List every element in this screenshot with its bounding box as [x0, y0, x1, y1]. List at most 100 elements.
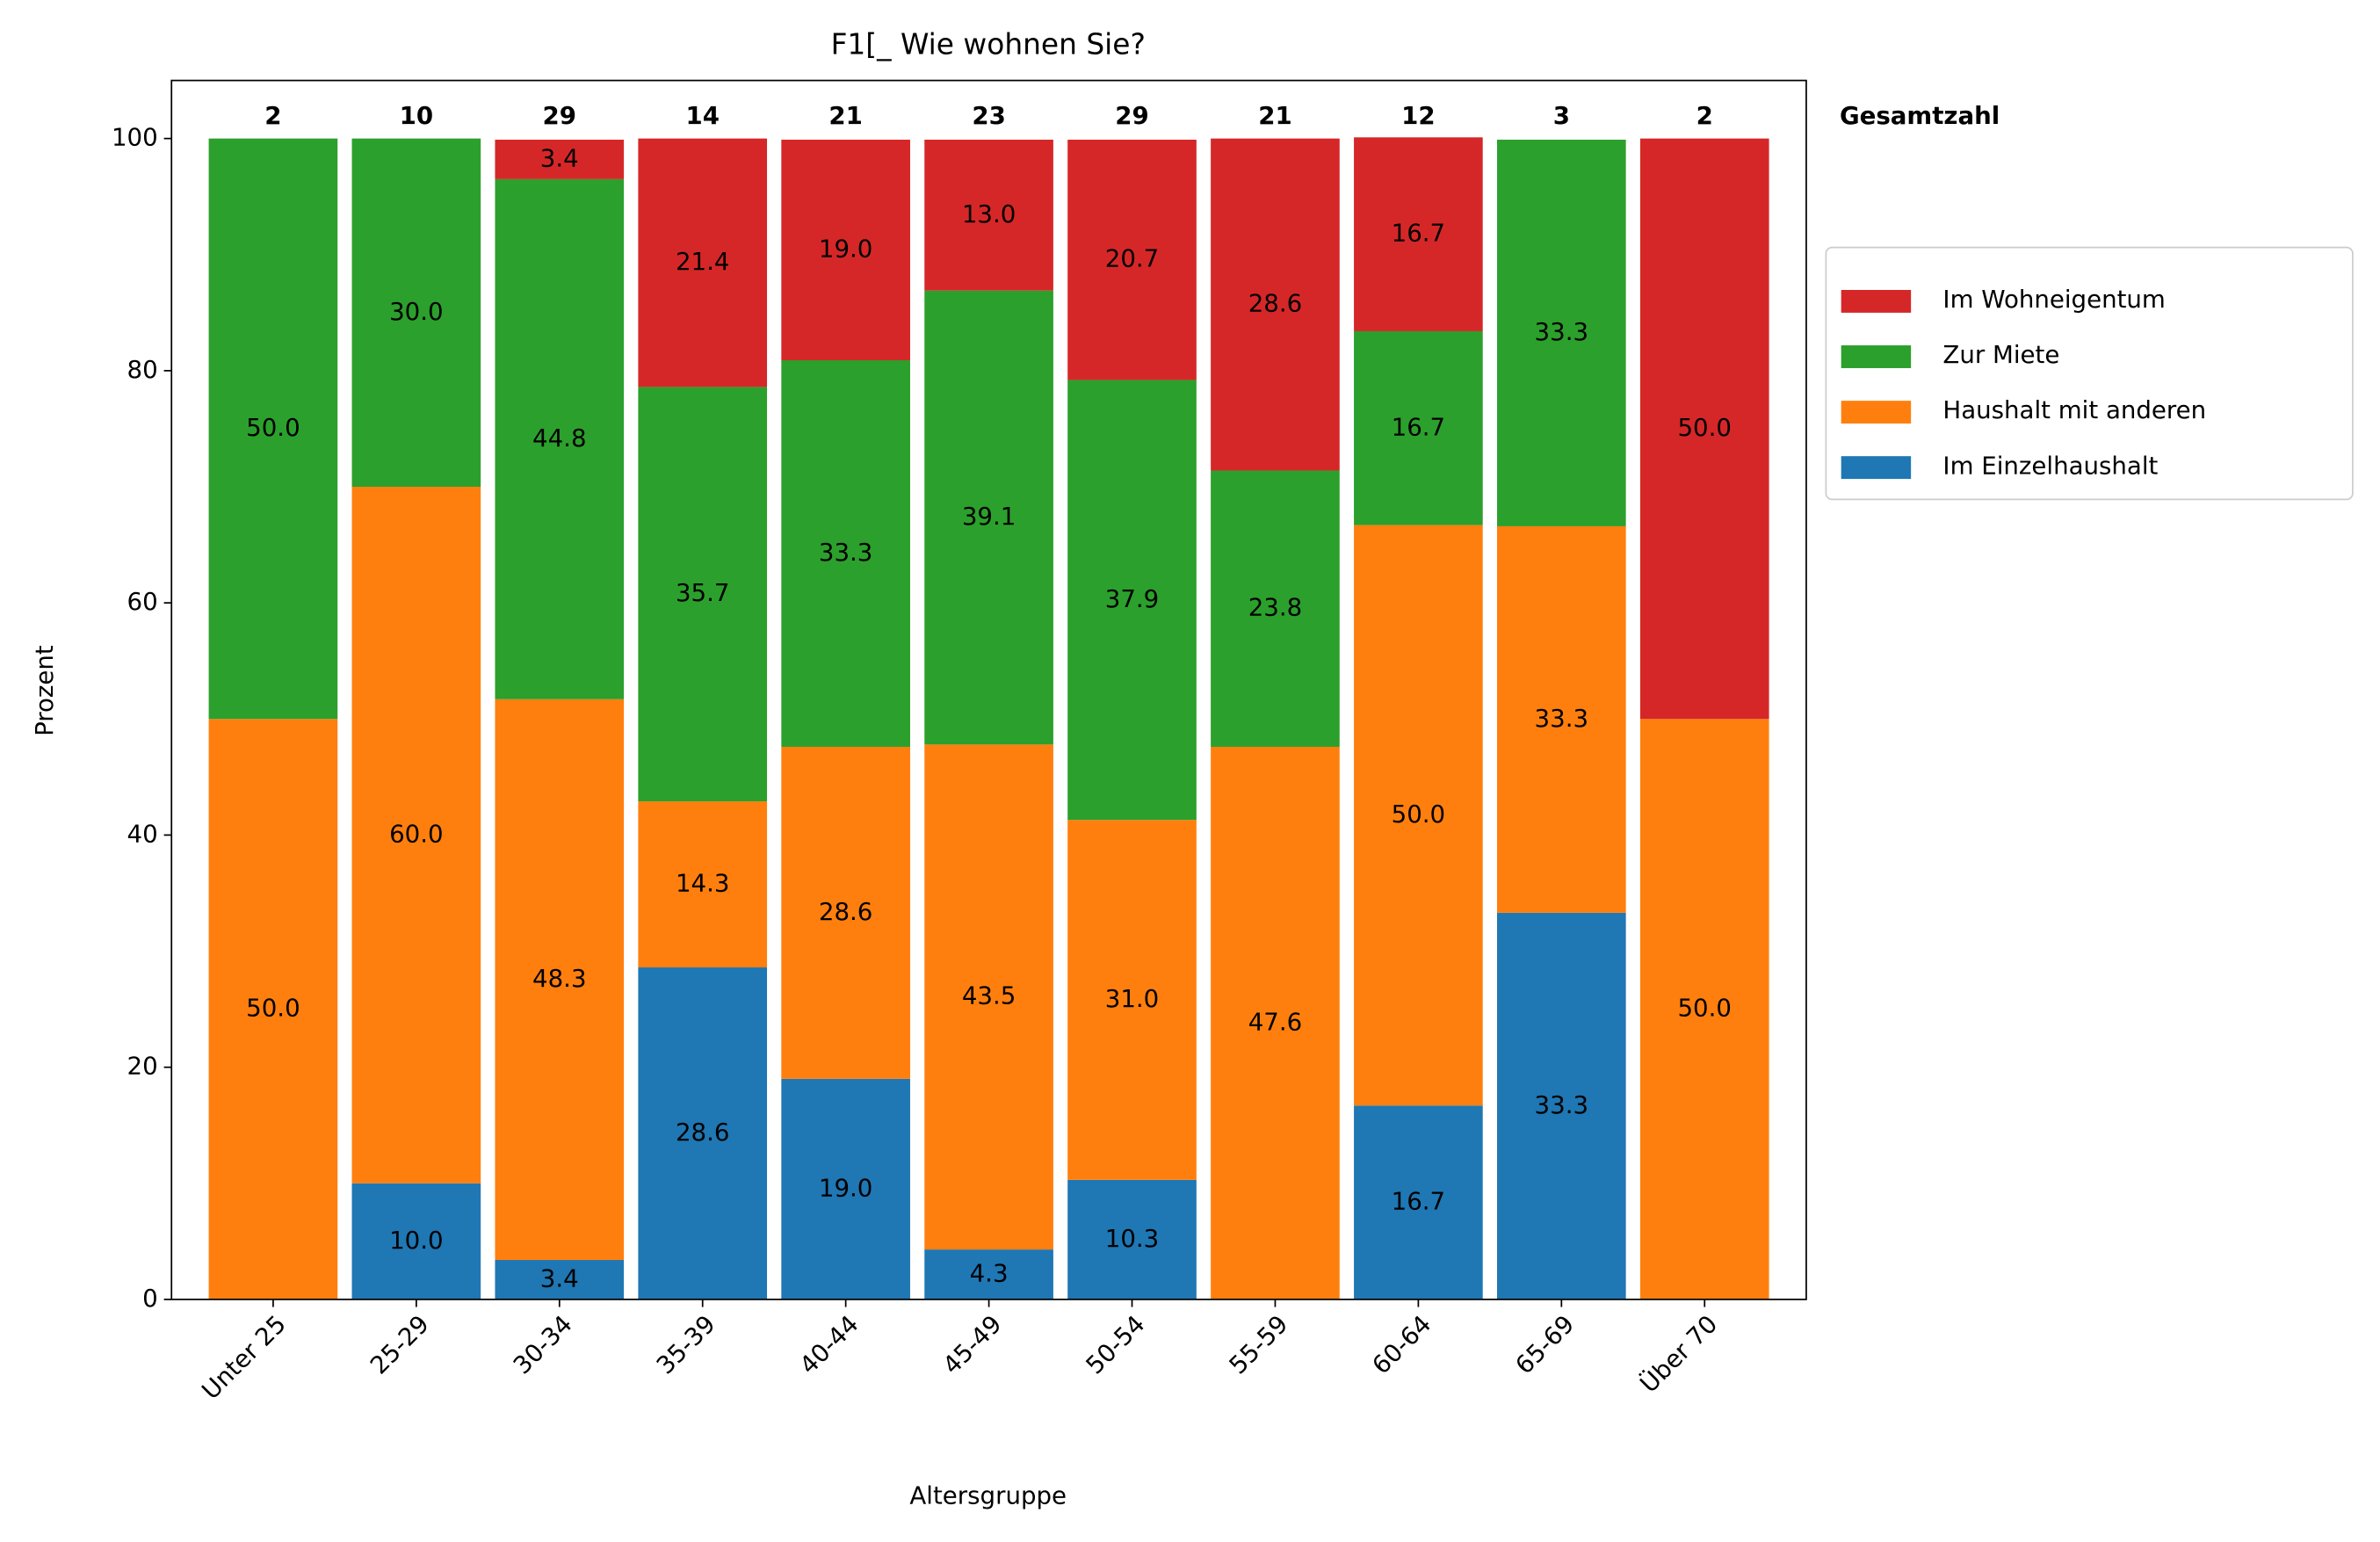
value-label: 33.3	[819, 538, 873, 567]
x-tick-label: 40-44	[794, 1309, 864, 1379]
bar-segment	[1211, 138, 1340, 471]
value-label: 33.3	[1535, 704, 1589, 733]
bar-segment	[781, 360, 910, 747]
total-label: 2	[1696, 101, 1713, 130]
x-tick-label: 60-64	[1366, 1309, 1436, 1379]
total-label: 2	[264, 101, 281, 130]
bar-segment	[495, 178, 625, 699]
y-tick-label: 40	[127, 819, 158, 848]
value-label: 16.7	[1392, 1187, 1446, 1216]
value-label: 23.8	[1248, 593, 1303, 622]
total-label: 14	[685, 101, 719, 130]
bar-segment	[208, 719, 338, 1299]
legend-label: Zur Miete	[1942, 340, 2059, 369]
x-axis-title: Altersgruppe	[909, 1481, 1067, 1510]
value-label: 19.0	[819, 234, 873, 263]
legend-box	[1825, 246, 2354, 501]
value-label: 30.0	[389, 297, 444, 326]
x-tick-label: 30-34	[508, 1309, 578, 1379]
x-tick-label: 65-69	[1509, 1309, 1580, 1379]
bar-segment	[924, 290, 1053, 745]
total-label: 10	[400, 101, 433, 130]
bar-segment	[351, 487, 481, 1184]
value-label: 39.1	[962, 502, 1016, 531]
value-label: 47.6	[1248, 1007, 1303, 1036]
value-label: 37.9	[1105, 584, 1160, 613]
plot-frame	[170, 79, 1807, 1300]
value-label: 43.5	[962, 981, 1016, 1010]
value-label: 19.0	[819, 1173, 873, 1202]
bar-segment	[1639, 719, 1769, 1299]
value-label: 50.0	[1677, 413, 1732, 442]
bar-segment	[1639, 138, 1769, 720]
value-label: 28.6	[819, 897, 873, 926]
bar-segment	[495, 699, 625, 1260]
bar-segment	[351, 138, 481, 488]
total-label: 29	[1115, 101, 1148, 130]
x-tick-label: Unter 25	[196, 1309, 292, 1405]
x-tick-label: 55-59	[1223, 1309, 1293, 1379]
bar-segment	[924, 139, 1053, 291]
y-tick-label: 0	[142, 1284, 158, 1313]
value-label: 50.0	[1677, 994, 1732, 1023]
value-label: 31.0	[1105, 984, 1160, 1013]
value-label: 28.6	[1248, 289, 1303, 318]
total-label: 29	[543, 101, 576, 130]
total-label: 3	[1553, 101, 1570, 130]
bar-segment	[1067, 139, 1197, 380]
bar-segment	[495, 1259, 625, 1299]
bar-segment	[1496, 525, 1626, 913]
bar-segment	[924, 1249, 1053, 1299]
bar-segment	[351, 1183, 481, 1299]
bar-segment	[638, 387, 768, 802]
legend-swatch	[1841, 289, 1912, 313]
value-label: 50.0	[246, 413, 300, 442]
bar-segment	[781, 746, 910, 1079]
bar-segment	[1067, 380, 1197, 821]
value-label: 21.4	[676, 247, 730, 276]
value-label: 16.7	[1392, 219, 1446, 248]
chart-title: F1[_ Wie wohnen Sie?	[831, 27, 1146, 61]
value-label: 14.3	[676, 869, 730, 898]
bar-segment	[1211, 470, 1340, 747]
legend-swatch	[1841, 401, 1912, 424]
totals-title: Gesamtzahl	[1840, 101, 2000, 130]
legend-swatch	[1841, 345, 1912, 368]
bar-segment	[1496, 912, 1626, 1299]
bar-segment	[208, 138, 338, 720]
bar-segment	[1496, 139, 1626, 526]
bar-segment	[1354, 137, 1483, 331]
value-label: 44.8	[532, 424, 587, 452]
legend-label: Im Wohneigentum	[1942, 285, 2165, 314]
bar-segment	[638, 967, 768, 1299]
bar-segment	[781, 139, 910, 361]
x-tick-label: 45-49	[937, 1309, 1007, 1379]
value-label: 16.7	[1392, 412, 1446, 441]
total-label: 21	[828, 101, 862, 130]
value-label: 48.3	[532, 964, 587, 993]
bar-segment	[781, 1078, 910, 1299]
total-label: 21	[1258, 101, 1291, 130]
value-label: 3.4	[540, 1263, 579, 1292]
value-label: 33.3	[1535, 1090, 1589, 1119]
value-label: 35.7	[676, 578, 730, 607]
value-label: 60.0	[389, 819, 444, 848]
bar-segment	[1354, 330, 1483, 525]
value-label: 13.0	[962, 199, 1016, 228]
y-tick-label: 60	[127, 587, 158, 616]
value-label: 10.0	[389, 1226, 444, 1255]
y-axis-title: Prozent	[30, 645, 59, 736]
bar-segment	[1211, 746, 1340, 1299]
value-label: 28.6	[676, 1118, 730, 1147]
legend-label: Haushalt mit anderen	[1942, 395, 2206, 424]
total-label: 23	[972, 101, 1005, 130]
bar-segment	[1067, 820, 1197, 1180]
bar-segment	[1354, 1105, 1483, 1299]
total-label: 12	[1401, 101, 1435, 130]
bar-segment	[638, 801, 768, 968]
x-tick-label: 25-29	[365, 1309, 435, 1379]
x-tick-label: Über 70	[1633, 1309, 1723, 1399]
value-label: 20.7	[1105, 244, 1160, 273]
